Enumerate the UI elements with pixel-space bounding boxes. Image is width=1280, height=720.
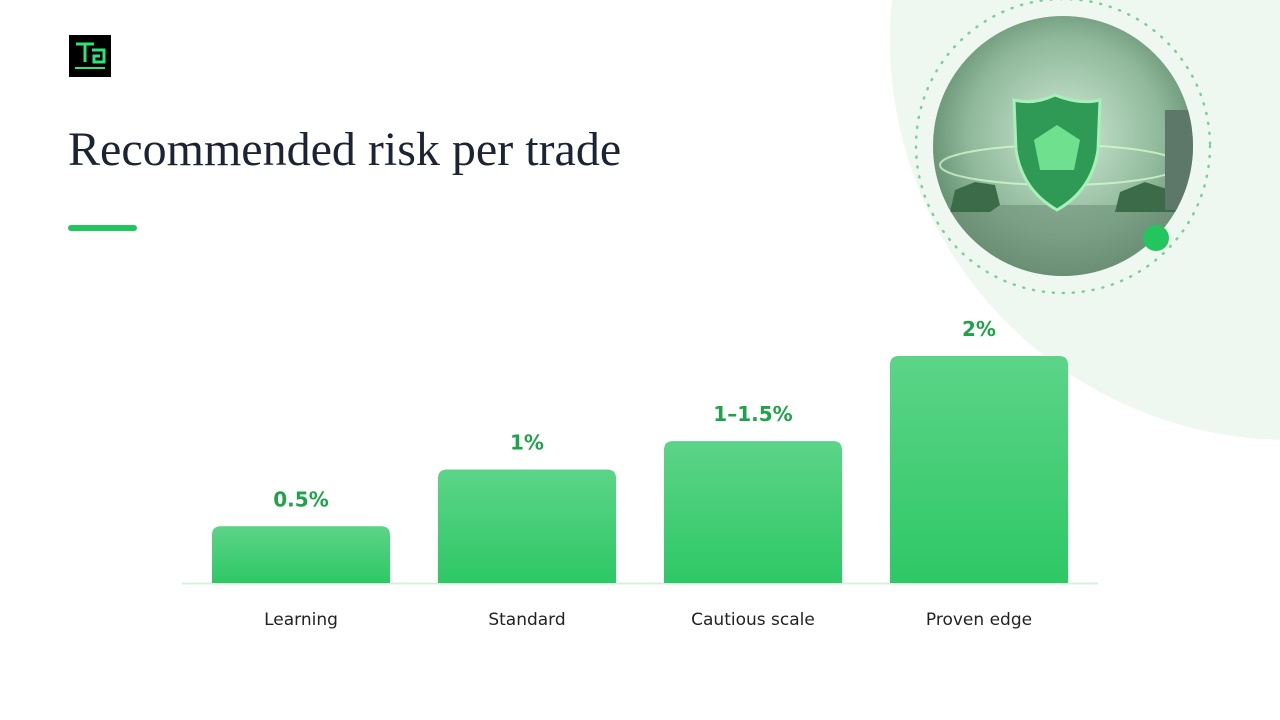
bar-sheen bbox=[438, 469, 616, 583]
value-label: 0.5% bbox=[273, 487, 328, 511]
value-label: 1% bbox=[510, 431, 544, 455]
chart-title: Recommended risk per trade bbox=[68, 123, 621, 176]
x-tick-label: Cautious scale bbox=[691, 610, 815, 630]
value-label: 1–1.5% bbox=[713, 402, 792, 426]
title-underline bbox=[68, 225, 137, 231]
x-tick-label: Standard bbox=[488, 610, 565, 630]
bar-sheen bbox=[212, 526, 390, 583]
logo bbox=[69, 35, 111, 77]
accent-dot bbox=[1143, 225, 1169, 251]
x-tick-label: Learning bbox=[264, 610, 338, 630]
dotted-ring bbox=[914, 0, 1212, 295]
bar-sheen bbox=[890, 356, 1068, 583]
value-label: 2% bbox=[962, 317, 996, 341]
x-tick-label: Proven edge bbox=[926, 610, 1032, 630]
bar-sheen bbox=[664, 441, 842, 583]
